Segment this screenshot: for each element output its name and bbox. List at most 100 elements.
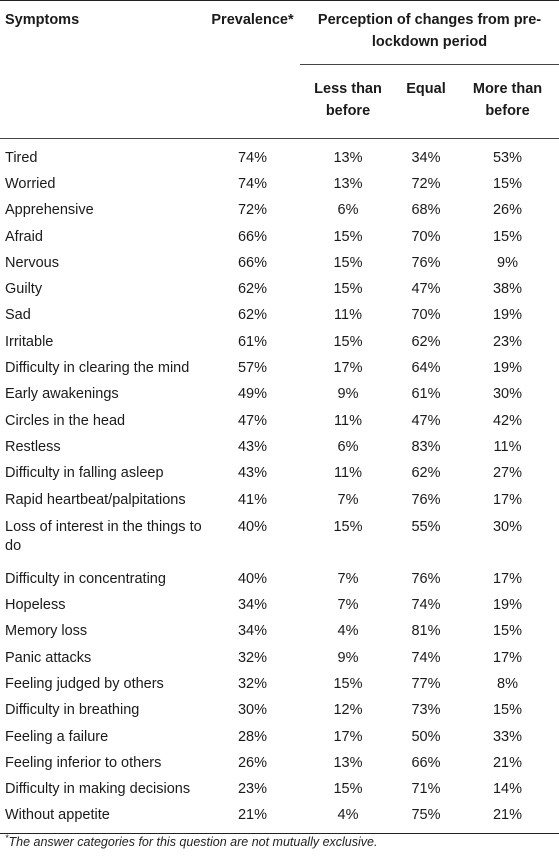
equal-value: 61% — [411, 386, 441, 403]
more-than-before-value: 17% — [492, 649, 523, 666]
symptom-name: Nervous — [5, 254, 59, 271]
less-than-before-value: 15% — [333, 675, 363, 692]
less-than-before-value: 15% — [333, 333, 363, 350]
header-more-than-before: More than before — [456, 64, 559, 139]
symptom-name: Guilty — [5, 281, 43, 298]
less-than-before-value: 11% — [334, 307, 362, 324]
less-than-before-value: 9% — [337, 649, 359, 666]
more-than-before-value: 17% — [492, 570, 523, 587]
less-than-before-value: 15% — [333, 228, 363, 245]
table-row: Difficulty in making decisions 23% 15% 71% 1… — [0, 777, 559, 803]
header-equal: Equal — [396, 64, 456, 139]
symptom-name: Early awakenings — [5, 386, 119, 403]
less-than-before-value: 9% — [337, 386, 359, 403]
table-row: Circles in the head 47% 11% 47% 42% — [0, 408, 559, 434]
less-than-before-value: 17% — [333, 728, 363, 745]
table-row: Difficulty in clearing the mind 57% 17% 64%… — [0, 355, 559, 381]
prevalence-value: 30% — [237, 702, 268, 719]
table-header: Symptoms Prevalence* Perception of chang… — [0, 0, 559, 139]
table-row: Worried 74% 13% 72% 15% — [0, 171, 559, 197]
symptom-name: Rapid heartbeat/palpitations — [5, 491, 186, 508]
table-row: Difficulty in breathing 30% 12% 73% 15% — [0, 698, 559, 724]
less-than-before-value: 13% — [333, 754, 363, 771]
table-row: Rapid heartbeat/palpitations 41% 7% 76% 17% — [0, 487, 559, 513]
more-than-before-value: 21% — [456, 802, 559, 835]
symptom-name: Difficulty in concentrating — [5, 570, 166, 587]
equal-value: 71% — [411, 781, 441, 798]
less-than-before-value: 13% — [333, 175, 363, 192]
prevalence-value: 62% — [237, 281, 268, 298]
more-than-before-value: 30% — [492, 519, 523, 536]
more-than-before-value: 15% — [492, 623, 523, 640]
table-row: Difficulty in concentrating 40% 7% 76% 17% — [0, 566, 559, 592]
footnote-text: The answer categories for this question … — [8, 835, 378, 850]
less-than-before-value: 15% — [333, 281, 363, 298]
prevalence-value: 57% — [237, 360, 268, 377]
table-row: Restless 43% 6% 83% 11% — [0, 434, 559, 460]
less-than-before-value: 4% — [337, 623, 359, 640]
table-row: Feeling judged by others 32% 15% 77% 8% — [0, 671, 559, 697]
prevalence-value: 62% — [237, 307, 268, 324]
table-row: Apprehensive 72% 6% 68% 26% — [0, 198, 559, 224]
equal-value: 74% — [411, 649, 441, 666]
more-than-before-value: 23% — [492, 333, 523, 350]
header-prevalence: Prevalence* — [205, 0, 300, 139]
table-row: Difficulty in falling asleep 43% 11% 62% 27% — [0, 461, 559, 487]
more-than-before-value: 19% — [492, 597, 523, 614]
symptom-name: Without appetite — [0, 802, 205, 835]
prevalence-value: 23% — [237, 781, 268, 798]
equal-value: 83% — [411, 438, 441, 455]
table-row: Guilty 62% 15% 47% 38% — [0, 276, 559, 302]
symptoms-table-container: Symptoms Prevalence* Perception of chang… — [0, 0, 559, 835]
more-than-before-value: 27% — [492, 465, 523, 482]
symptom-name: Tired — [5, 149, 38, 166]
more-than-before-value: 33% — [492, 728, 523, 745]
table-body: Tired 74% 13% 34% 53% Worried 74% 13% 72% 15% Appr… — [0, 139, 559, 835]
symptom-name: Irritable — [5, 333, 54, 350]
less-than-before-value: 15% — [333, 254, 363, 271]
table-row: Panic attacks 32% 9% 74% 17% — [0, 645, 559, 671]
less-than-before-value: 12% — [333, 702, 363, 719]
prevalence-value: 34% — [237, 597, 268, 614]
equal-value: 47% — [411, 281, 441, 298]
table-row: Irritable 61% 15% 62% 23% — [0, 329, 559, 355]
equal-value: 62% — [411, 465, 441, 482]
equal-value: 34% — [411, 149, 441, 166]
symptom-name: Panic attacks — [5, 649, 92, 666]
table-row: Hopeless 34% 7% 74% 19% — [0, 592, 559, 618]
prevalence-value: 47% — [237, 412, 268, 429]
more-than-before-value: 11% — [493, 438, 522, 455]
symptom-name: Worried — [5, 175, 56, 192]
less-than-before-value: 4% — [300, 802, 396, 835]
equal-value: 66% — [411, 754, 441, 771]
less-than-before-value: 6% — [337, 202, 359, 219]
less-than-before-value: 7% — [337, 570, 359, 587]
table-row: Tired 74% 13% 34% 53% — [0, 139, 559, 172]
equal-value: 47% — [411, 412, 441, 429]
less-than-before-value: 17% — [333, 360, 363, 377]
symptom-name: Memory loss — [5, 623, 88, 640]
table-row: Memory loss 34% 4% 81% 15% — [0, 619, 559, 645]
prevalence-value: 40% — [237, 519, 268, 536]
table-row: Loss of interest in the things to do 40% 1… — [0, 513, 559, 566]
equal-value: 70% — [411, 228, 441, 245]
more-than-before-value: 42% — [492, 412, 523, 429]
equal-value: 68% — [411, 202, 441, 219]
table-row: Nervous 66% 15% 76% 9% — [0, 250, 559, 276]
less-than-before-value: 13% — [333, 149, 363, 166]
symptom-name: Restless — [5, 438, 61, 455]
prevalence-value: 43% — [237, 438, 268, 455]
less-than-before-value: 11% — [334, 412, 362, 429]
equal-value: 70% — [411, 307, 441, 324]
symptom-name: Feeling a failure — [5, 728, 109, 745]
table-row: Feeling a failure 28% 17% 50% 33% — [0, 724, 559, 750]
table-row: Early awakenings 49% 9% 61% 30% — [0, 382, 559, 408]
equal-value: 75% — [396, 802, 456, 835]
equal-value: 77% — [411, 675, 441, 692]
more-than-before-value: 17% — [492, 491, 523, 508]
table-row: Feeling inferior to others 26% 13% 66% 21% — [0, 750, 559, 776]
prevalence-value: 41% — [237, 491, 268, 508]
more-than-before-value: 15% — [492, 228, 523, 245]
prevalence-value: 74% — [237, 149, 268, 166]
equal-value: 76% — [411, 254, 441, 271]
